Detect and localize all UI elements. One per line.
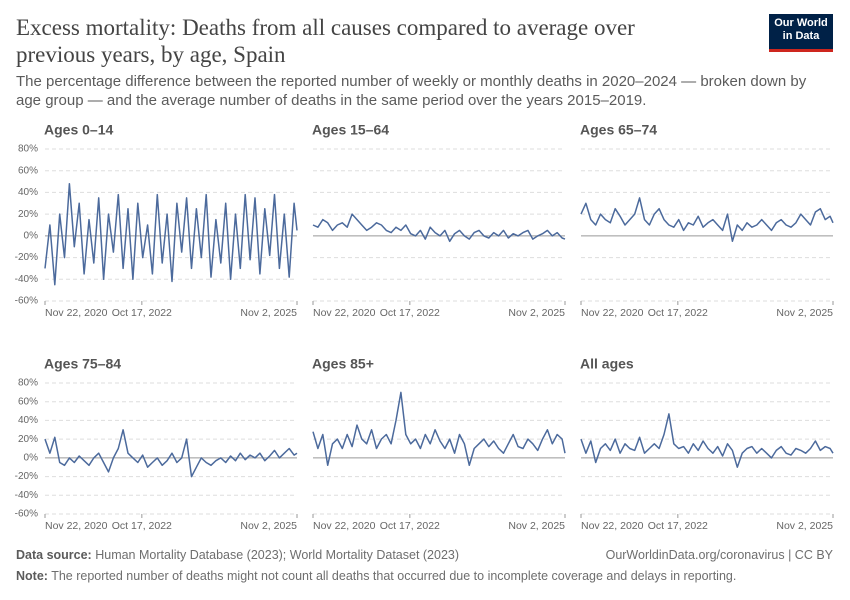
chart-title: Excess mortality: Deaths from all causes… [16, 15, 635, 67]
panel-title: Ages 85+ [312, 356, 374, 372]
y-tick-label: -40% [15, 274, 38, 285]
panel-title: Ages 75–84 [44, 356, 121, 372]
panel-title: Ages 15–64 [312, 122, 389, 138]
x-tick-label: Nov 2, 2025 [776, 307, 833, 319]
y-tick-label: -60% [15, 296, 38, 307]
x-tick-label: Oct 17, 2022 [112, 520, 172, 532]
y-tick-label: 40% [18, 415, 38, 426]
logo-text: Our World [774, 17, 828, 29]
x-tick-label: Nov 22, 2020 [45, 307, 108, 319]
x-tick-label: Oct 17, 2022 [112, 307, 172, 319]
logo-text: in Data [782, 30, 820, 42]
y-tick-label: 20% [18, 209, 38, 220]
y-tick-label: -60% [15, 509, 38, 520]
x-tick-label: Nov 22, 2020 [45, 520, 108, 532]
y-tick-label: 20% [18, 434, 38, 445]
line [580, 413, 834, 468]
x-tick-label: Oct 17, 2022 [648, 520, 708, 532]
note-line: Note: The reported number of deaths migh… [16, 569, 736, 583]
line [312, 213, 566, 243]
y-tick-label: 80% [18, 144, 38, 155]
x-tick-label: Oct 17, 2022 [380, 307, 440, 319]
chart-subtitle: The percentage difference between the re… [16, 73, 807, 109]
x-tick-label: Oct 17, 2022 [380, 520, 440, 532]
note-label: Note: [16, 569, 48, 583]
line [44, 429, 298, 478]
x-tick-label: Nov 22, 2020 [313, 520, 376, 532]
y-tick-label: -20% [15, 252, 38, 263]
line [44, 182, 298, 286]
x-tick-label: Nov 2, 2025 [240, 307, 297, 319]
y-tick-label: 0% [24, 452, 39, 463]
x-tick-label: Nov 22, 2020 [313, 307, 376, 319]
y-tick-label: 80% [18, 378, 38, 389]
y-tick-label: 0% [24, 230, 39, 241]
x-tick-label: Nov 22, 2020 [581, 520, 644, 532]
x-tick-label: Nov 2, 2025 [776, 520, 833, 532]
x-tick-label: Nov 22, 2020 [581, 307, 644, 319]
panel-title: Ages 65–74 [580, 122, 657, 138]
line [580, 197, 834, 243]
x-tick-label: Nov 2, 2025 [508, 307, 565, 319]
y-tick-label: 60% [18, 396, 38, 407]
line [312, 391, 566, 467]
y-tick-label: 40% [18, 187, 38, 198]
y-tick-label: -20% [15, 471, 38, 482]
y-tick-label: 60% [18, 165, 38, 176]
logo[interactable]: Our World in Data [769, 14, 833, 52]
x-tick-label: Nov 2, 2025 [240, 520, 297, 532]
panel-title: All ages [580, 356, 634, 372]
source-link[interactable]: OurWorldinData.org/coronavirus | CC BY [605, 548, 833, 562]
panel-title: Ages 0–14 [44, 122, 113, 138]
chart: Ages 0–14 -60% -40% -20% 0% 20% 40% 60% 80% Nov 2… [15, 122, 834, 532]
source: Human Mortality Database (2023); World M… [95, 548, 460, 562]
note: The reported number of deaths might not … [51, 569, 737, 583]
y-tick-label: -40% [15, 490, 38, 501]
source-label: Data source: [16, 548, 92, 562]
source-line: Data source: Human Mortality Database (2… [16, 548, 459, 562]
x-tick-label: Oct 17, 2022 [648, 307, 708, 319]
x-tick-label: Nov 2, 2025 [508, 520, 565, 532]
